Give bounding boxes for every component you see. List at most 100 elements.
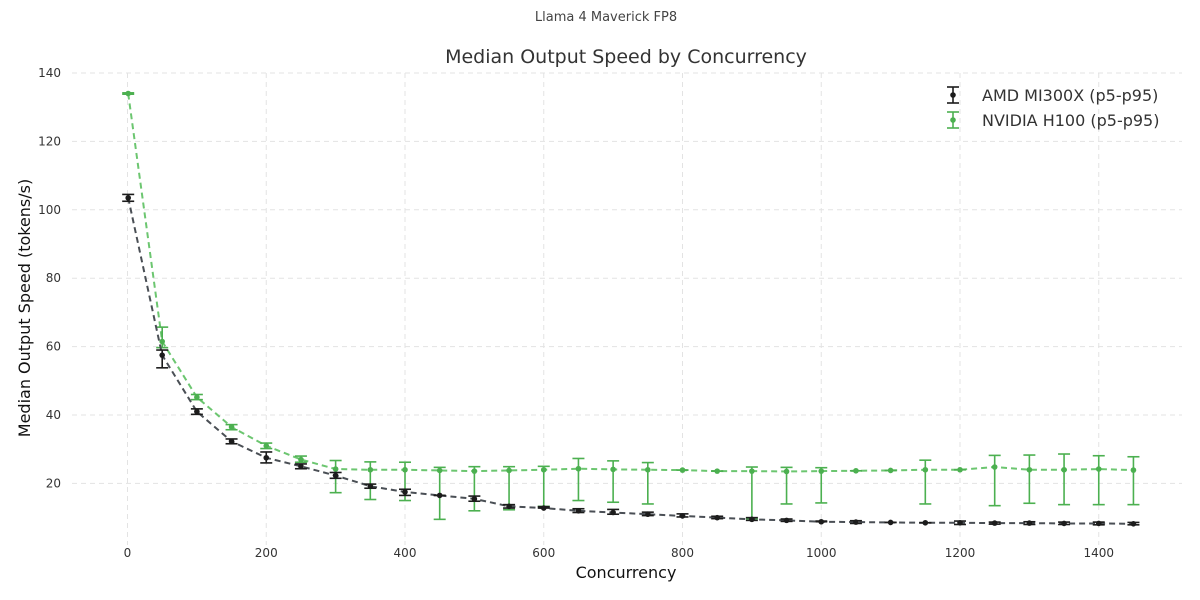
amd-mi300x-point — [298, 463, 304, 470]
nvidia-h100-point — [367, 466, 374, 473]
nvidia-h100-point — [436, 467, 443, 474]
amd-mi300x-point — [714, 514, 720, 521]
nvidia-h100-point — [194, 394, 200, 401]
amd-mi300x-point — [1130, 520, 1137, 527]
amd-mi300x-point — [332, 472, 339, 479]
nvidia-h100-point — [679, 467, 686, 473]
amd-mi300x-point — [263, 454, 270, 461]
y-tick-label: 140 — [38, 66, 61, 80]
amd-mi300x-point — [610, 509, 616, 516]
amd-mi300x-point — [471, 496, 478, 502]
y-tick-label: 100 — [38, 203, 61, 217]
legend-item-amd-mi300x: AMD MI300X (p5-p95) — [947, 86, 1158, 105]
amd-mi300x-point — [1026, 520, 1033, 526]
nvidia-h100-point — [228, 424, 235, 430]
nvidia-h100-point — [575, 465, 582, 472]
nvidia-h100-error-bar — [919, 459, 932, 505]
amd-mi300x-point — [957, 519, 963, 526]
nvidia-h100-point — [125, 90, 131, 97]
amd-mi300x-line — [127, 197, 1134, 525]
nvidia-h100-point — [402, 466, 408, 473]
nvidia-h100-point — [922, 466, 929, 473]
nvidia-h100-point — [887, 467, 894, 474]
series-layer — [122, 90, 1140, 527]
nvidia-h100-point — [610, 466, 616, 473]
nvidia-h100-point — [159, 338, 165, 345]
amd-mi300x-point — [228, 438, 235, 445]
legend-label-nvidia-h100: NVIDIA H100 (p5-p95) — [982, 111, 1159, 130]
amd-mi300x-point — [1095, 520, 1102, 527]
amd-mi300x-point — [922, 519, 929, 526]
nvidia-h100-error-bar — [468, 465, 481, 512]
y-tick-label: 60 — [46, 340, 61, 354]
y-tick-label: 20 — [46, 476, 61, 490]
nvidia-h100-point — [471, 468, 478, 474]
amd-mi300x-point — [575, 507, 582, 514]
legend-swatch-nvidia-h100 — [947, 111, 959, 129]
legend-swatch-amd-mi300x — [947, 86, 959, 104]
x-tick-label: 1200 — [945, 546, 976, 560]
nvidia-h100-point — [1095, 466, 1102, 472]
nvidia-h100-point — [853, 467, 859, 474]
amd-mi300x-point — [1061, 520, 1067, 527]
y-tick-label: 80 — [46, 271, 61, 285]
amd-mi300x-point — [367, 483, 374, 489]
y-axis-label: Median Output Speed (tokens/s) — [15, 179, 34, 437]
nvidia-h100-error-bar — [572, 457, 585, 502]
chart-title: Median Output Speed by Concurrency — [445, 46, 807, 68]
chart-suptitle: Llama 4 Maverick FP8 — [535, 10, 677, 25]
amd-mi300x-point — [436, 492, 443, 499]
amd-mi300x-series — [122, 193, 1140, 527]
nvidia-h100-error-bar — [503, 465, 516, 511]
nvidia-h100-series — [122, 90, 1140, 521]
nvidia-h100-point — [818, 468, 825, 474]
x-tick-label: 400 — [394, 546, 417, 560]
x-tick-label: 1400 — [1083, 546, 1114, 560]
grid-lines — [72, 72, 1182, 545]
nvidia-h100-point — [540, 466, 547, 473]
legend: AMD MI300X (p5-p95) NVIDIA H100 (p5-p95) — [947, 86, 1159, 130]
amd-mi300x-point — [645, 511, 651, 518]
x-axis-ticks: 0 200 400 600 800 1000 1200 1400 — [124, 546, 1114, 560]
legend-item-nvidia-h100: NVIDIA H100 (p5-p95) — [947, 111, 1159, 130]
nvidia-h100-point — [332, 466, 339, 472]
amd-mi300x-point — [991, 520, 998, 526]
nvidia-h100-point — [1130, 467, 1137, 473]
amd-mi300x-point — [853, 519, 859, 525]
nvidia-h100-point — [783, 468, 790, 475]
amd-mi300x-point — [783, 517, 790, 524]
amd-mi300x-point — [749, 516, 755, 523]
amd-mi300x-point — [818, 518, 825, 525]
nvidia-h100-point — [749, 468, 755, 474]
amd-mi300x-point — [125, 195, 131, 201]
amd-mi300x-point — [159, 352, 165, 358]
nvidia-h100-error-bar — [1023, 454, 1036, 505]
amd-mi300x-point — [402, 489, 408, 495]
x-tick-label: 1000 — [806, 546, 837, 560]
y-tick-label: 40 — [46, 408, 61, 422]
nvidia-h100-error-bar — [745, 466, 758, 520]
nvidia-h100-error-bar — [1127, 455, 1140, 506]
y-tick-label: 120 — [38, 134, 61, 148]
x-tick-label: 800 — [671, 546, 694, 560]
amd-mi300x-point — [679, 513, 686, 519]
nvidia-h100-point — [263, 443, 270, 449]
nvidia-h100-point — [957, 466, 963, 473]
legend-label-amd-mi300x: AMD MI300X (p5-p95) — [982, 86, 1158, 105]
amd-mi300x-point — [540, 505, 547, 511]
nvidia-h100-point — [714, 468, 720, 474]
nvidia-h100-point — [298, 456, 304, 463]
y-axis-ticks: 20 40 60 80 100 120 140 — [38, 66, 61, 490]
x-axis-label: Concurrency — [576, 563, 677, 582]
nvidia-h100-error-bar — [988, 454, 1001, 507]
nvidia-h100-point — [645, 466, 651, 473]
nvidia-h100-point — [1061, 466, 1067, 473]
amd-mi300x-point — [194, 408, 200, 415]
nvidia-h100-point — [1026, 466, 1033, 473]
nvidia-h100-point — [991, 464, 998, 470]
amd-mi300x-point — [506, 503, 512, 510]
x-tick-label: 0 — [124, 546, 132, 560]
x-tick-label: 200 — [255, 546, 278, 560]
nvidia-h100-error-bar — [1058, 453, 1071, 506]
